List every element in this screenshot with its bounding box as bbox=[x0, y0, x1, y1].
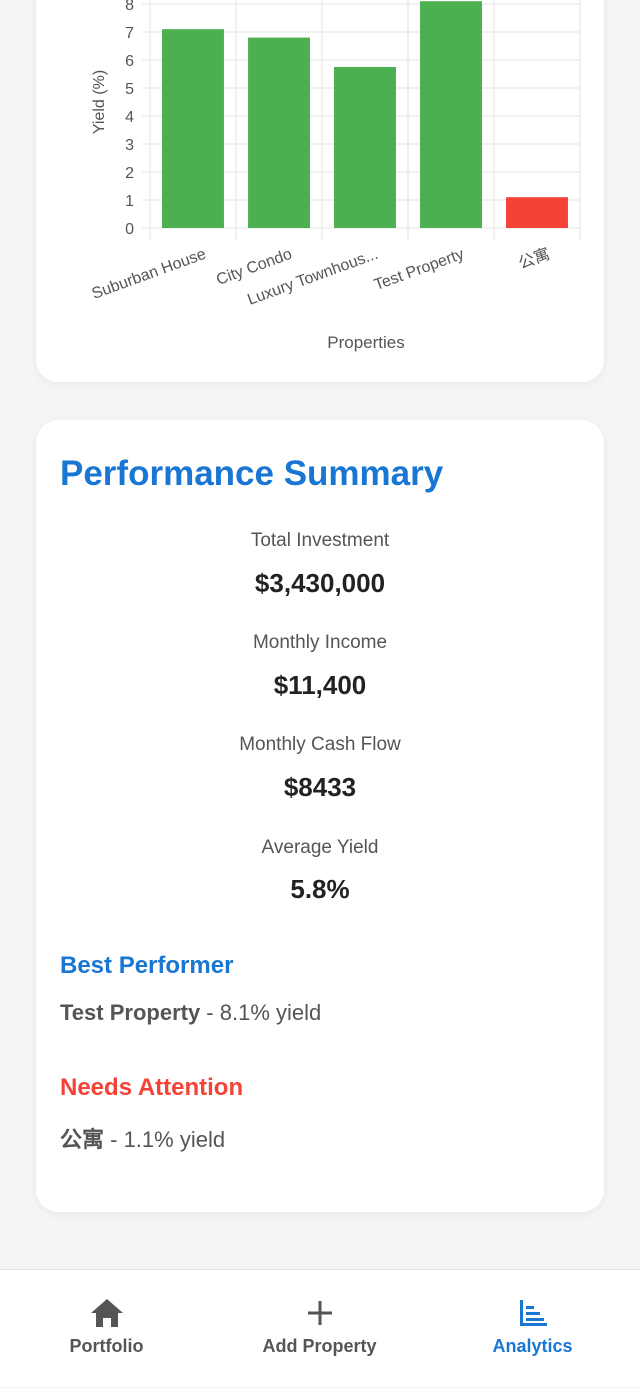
best-performer-text: Test Property - 8.1% yield bbox=[60, 1000, 321, 1026]
y-tick-label: 0 bbox=[125, 221, 134, 238]
home-icon bbox=[91, 1299, 123, 1327]
nav-item-portfolio[interactable]: Portfolio bbox=[0, 1270, 213, 1388]
performance-summary-card: Performance Summary Total Investment $3,… bbox=[36, 420, 604, 1212]
bar[interactable] bbox=[162, 29, 224, 229]
bar-chart-icon bbox=[520, 1300, 547, 1326]
needs-attention-heading: Needs Attention bbox=[60, 1074, 244, 1101]
bottom-nav: Portfolio Add Property Analytics bbox=[0, 1269, 640, 1387]
y-tick-label: 8 bbox=[125, 0, 134, 14]
y-tick-label: 3 bbox=[125, 137, 134, 154]
x-tick-label: 公寓 bbox=[516, 245, 552, 273]
y-tick-label: 6 bbox=[125, 53, 134, 70]
needs-attention-name: 公寓 bbox=[60, 1127, 105, 1152]
needs-attention-text: 公寓 - 1.1% yield bbox=[60, 1122, 225, 1154]
bar[interactable] bbox=[506, 197, 568, 228]
x-tick-label: Test Property bbox=[372, 246, 466, 294]
nav-item-add-property[interactable]: Add Property bbox=[213, 1270, 426, 1388]
best-performer-name: Test Property bbox=[60, 1000, 201, 1025]
best-performer-detail: - 8.1% yield bbox=[200, 1000, 322, 1025]
monthly-cash-flow-value: $8433 bbox=[283, 772, 357, 802]
y-tick-label: 7 bbox=[125, 25, 134, 42]
nav-label-portfolio: Portfolio bbox=[69, 1336, 144, 1356]
monthly-cash-flow-label: Monthly Cash Flow bbox=[239, 734, 401, 755]
total-investment-label: Total Investment bbox=[250, 530, 390, 551]
x-tick-label: Suburban House bbox=[90, 246, 209, 303]
y-axis-label: Yield (%) bbox=[91, 70, 108, 134]
average-yield-label: Average Yield bbox=[261, 837, 379, 858]
bar[interactable] bbox=[334, 67, 396, 228]
monthly-income-value: $11,400 bbox=[273, 670, 367, 700]
y-tick-label: 2 bbox=[125, 165, 134, 182]
summary-title: Performance Summary bbox=[60, 454, 444, 493]
y-tick-label: 4 bbox=[125, 109, 134, 126]
y-tick-label: 5 bbox=[125, 81, 134, 98]
total-investment-value: $3,430,000 bbox=[254, 568, 386, 598]
nav-label-add-property: Add Property bbox=[262, 1336, 377, 1356]
best-performer-heading: Best Performer bbox=[60, 952, 234, 979]
nav-item-analytics[interactable]: Analytics bbox=[426, 1270, 639, 1388]
plus-icon bbox=[308, 1301, 332, 1325]
y-tick-label: 1 bbox=[125, 193, 134, 210]
x-axis-label: Properties bbox=[327, 333, 404, 352]
needs-attention-detail: - 1.1% yield bbox=[104, 1127, 226, 1152]
nav-label-analytics: Analytics bbox=[492, 1336, 573, 1356]
monthly-income-label: Monthly Income bbox=[252, 632, 388, 653]
bar[interactable] bbox=[248, 37, 310, 228]
average-yield-value: 5.8% bbox=[290, 874, 350, 904]
bar[interactable] bbox=[420, 1, 482, 229]
